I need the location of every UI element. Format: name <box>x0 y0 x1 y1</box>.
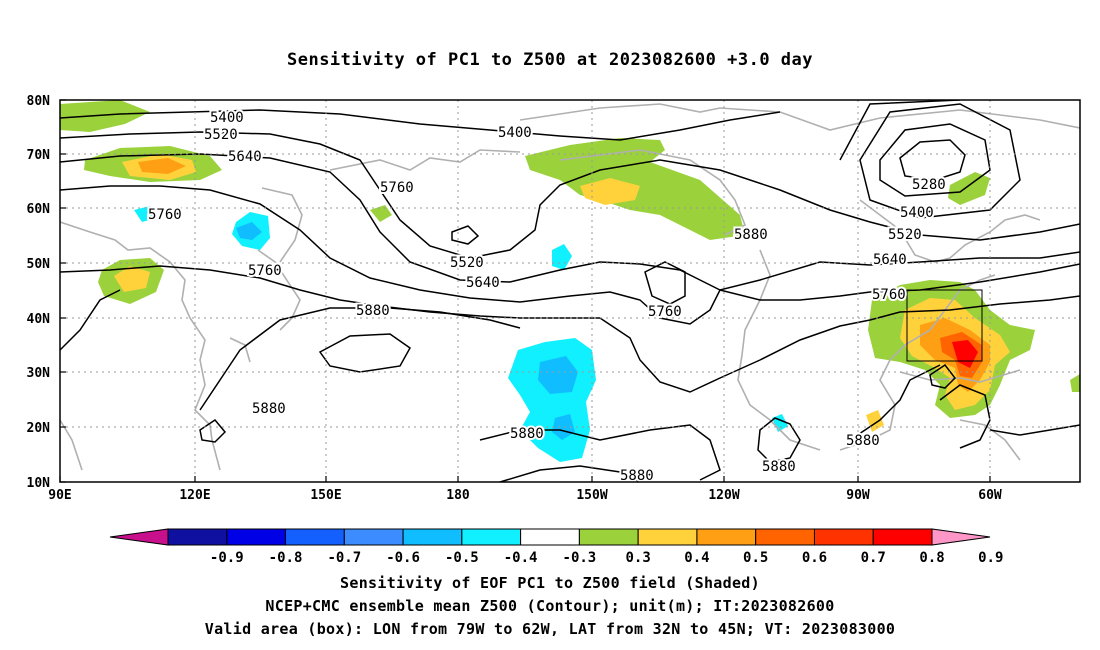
lon-label: 60W <box>978 488 1002 503</box>
colorbar-bin <box>520 528 580 546</box>
contour-label: 5760 <box>248 263 282 279</box>
contour-label: 5880 <box>762 459 796 475</box>
shade-negative <box>538 356 578 394</box>
lat-label: 10N <box>27 476 51 491</box>
contour-label: 5520 <box>204 127 238 143</box>
z500-contours <box>60 100 1080 482</box>
contour-label: 5280 <box>912 177 946 193</box>
colorbar-tick-label: -0.5 <box>445 550 479 566</box>
caption-line-1: Sensitivity of EOF PC1 to Z500 field (Sh… <box>340 574 760 592</box>
chart-title: Sensitivity of PC1 to Z500 at 2023082600… <box>286 50 813 70</box>
colorbar-tick-label: 0.7 <box>861 550 886 566</box>
shade-negative <box>236 222 262 240</box>
plot-frame <box>59 99 1081 483</box>
colorbar-tick-label: -0.7 <box>327 550 361 566</box>
valid-area-box <box>906 289 983 362</box>
shade-negative <box>552 244 572 270</box>
contour-label: 5400 <box>498 125 532 141</box>
lat-label: 50N <box>27 257 51 272</box>
caption-line-2: NCEP+CMC ensemble mean Z500 (Contour); u… <box>265 597 835 615</box>
shade-positive <box>866 410 884 432</box>
colorbar-bin <box>461 528 522 546</box>
lat-label: 30N <box>27 366 51 381</box>
colorbar-high-triangle <box>931 528 991 546</box>
contour-label: 5640 <box>466 275 500 291</box>
colorbar-bin <box>343 528 404 546</box>
shade-positive <box>114 266 150 292</box>
colorbar-tick-label: 0.8 <box>919 550 944 566</box>
lon-label: 150W <box>576 488 607 503</box>
contour-label: 5760 <box>872 287 906 303</box>
lon-label: 90W <box>846 488 870 503</box>
colorbar-tick-label: -0.9 <box>210 550 244 566</box>
colorbar-bin <box>402 528 463 546</box>
shade-positive <box>948 172 990 205</box>
colorbar-tick-label: -0.4 <box>504 550 538 566</box>
shade-positive <box>1070 374 1080 392</box>
colorbar-low-triangle <box>109 528 169 546</box>
shade-negative <box>508 338 596 462</box>
colorbar-bin <box>813 528 874 546</box>
contour-label: 5880 <box>734 227 768 243</box>
colorbar-bin <box>167 528 228 546</box>
contour-label: 5880 <box>846 433 880 449</box>
colorbar-tick-label: 0.5 <box>743 550 768 566</box>
contour-label: 5760 <box>380 180 414 196</box>
contour-label: 5640 <box>228 149 262 165</box>
lat-label: 80N <box>27 94 51 109</box>
colorbar-bin <box>872 528 933 546</box>
axis-ticks <box>59 99 991 483</box>
colorbar-tick-label: -0.3 <box>563 550 597 566</box>
lon-label: 150E <box>310 488 341 503</box>
lat-label: 70N <box>27 148 51 163</box>
shade-positive <box>580 178 640 205</box>
contour-label: 5880 <box>510 426 544 442</box>
shade-negative <box>134 206 156 222</box>
contour-label: 5640 <box>873 252 907 268</box>
contour-label: 5520 <box>450 255 484 271</box>
latitude-labels: 80N 70N 60N 50N 40N 30N 20N 10N <box>27 94 51 491</box>
colorbar-bin <box>637 528 698 546</box>
contour-label: 5400 <box>210 110 244 126</box>
contour-label: 5760 <box>648 304 682 320</box>
lat-label: 40N <box>27 312 51 327</box>
lat-label: 20N <box>27 421 51 436</box>
shade-positive <box>60 100 150 132</box>
contour-label: 5880 <box>356 303 390 319</box>
lon-label: 90E <box>48 488 71 503</box>
colorbar-tick-label: -0.8 <box>269 550 303 566</box>
colorbar-bin <box>578 528 639 546</box>
colorbar-bin <box>285 528 345 546</box>
contour-label: 5760 <box>148 207 182 223</box>
contour-label: 5520 <box>888 227 922 243</box>
contour-label: 5880 <box>620 468 654 484</box>
shade-negative <box>552 414 575 440</box>
sensitivity-shading <box>60 100 1080 462</box>
colorbar-tick-label: 0.6 <box>802 550 827 566</box>
colorbar-tick-label: 0.4 <box>684 550 709 566</box>
lon-label: 120E <box>179 488 210 503</box>
caption-line-3: Valid area (box): LON from 79W to 62W, L… <box>204 620 896 638</box>
colorbar-tick-label: 0.9 <box>978 550 1003 566</box>
colorbar <box>109 528 991 546</box>
lon-label: 120W <box>708 488 739 503</box>
colorbar-tick-label: -0.6 <box>386 550 420 566</box>
colorbar-tick-labels: -0.9 -0.8 -0.7 -0.6 -0.5 -0.4 -0.3 0.3 0.4 0.5 0.6… <box>210 550 1004 566</box>
lon-label: 180 <box>446 488 470 503</box>
colorbar-tick-label: 0.3 <box>626 550 651 566</box>
grid-lines <box>60 100 1080 482</box>
contour-labels: 5400 5520 5640 5760 5880 5280 5400 5520 … <box>146 108 948 486</box>
colorbar-bin <box>755 528 815 546</box>
contour-label: 5880 <box>252 401 286 417</box>
shade-positive <box>370 205 392 222</box>
colorbar-bin <box>226 528 287 546</box>
colorbar-bin <box>696 528 757 546</box>
contour-label: 5400 <box>900 205 934 221</box>
lat-label: 60N <box>27 202 51 217</box>
shade-positive <box>138 158 186 174</box>
longitude-labels: 90E 120E 150E 180 150W 120W 90W 60W <box>48 488 1002 503</box>
